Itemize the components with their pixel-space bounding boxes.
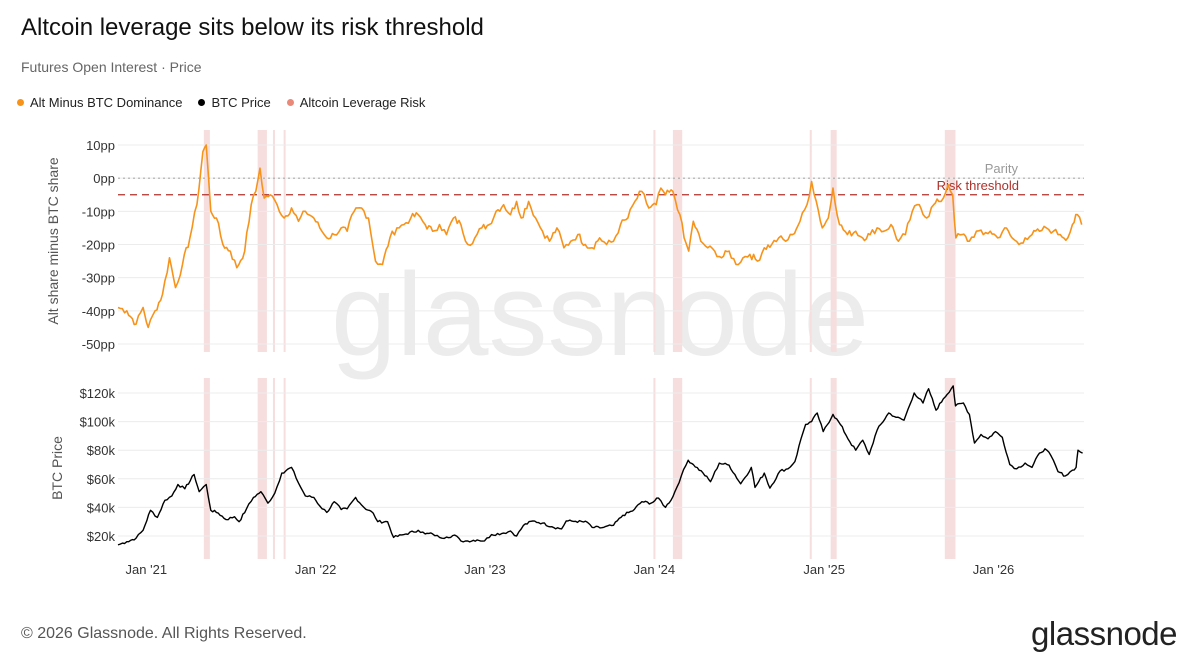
chart-title: Altcoin leverage sits below its risk thr… (21, 14, 484, 41)
y-tick-label: $100k (80, 415, 116, 430)
y-tick-label: -30pp (82, 271, 115, 286)
y-tick-label: $120k (80, 386, 116, 401)
risk-band (830, 378, 837, 559)
risk-band (272, 378, 275, 559)
y-tick-label: $80k (87, 443, 116, 458)
y-axis-title: BTC Price (49, 436, 65, 500)
legend-label: Alt Minus BTC Dominance (30, 95, 183, 110)
y-tick-label: $60k (87, 472, 116, 487)
risk-band (272, 130, 275, 352)
y-tick-label: -20pp (82, 238, 115, 253)
y-tick-label: -10pp (82, 204, 115, 219)
risk-band (653, 130, 656, 352)
y-tick-label: -40pp (82, 304, 115, 319)
legend-label: Altcoin Leverage Risk (299, 95, 426, 110)
legend-swatch-leverage-risk (286, 99, 294, 106)
reference-label: Parity (985, 161, 1019, 176)
risk-band (672, 378, 683, 559)
risk-band (809, 130, 812, 352)
risk-band (809, 378, 812, 559)
legend-swatch-btc-price (198, 99, 206, 106)
x-tick-label: Jan '25 (803, 562, 845, 577)
watermark: glassnode (331, 249, 869, 381)
copyright-footer: © 2026 Glassnode. All Rights Reserved. (21, 625, 307, 642)
y-tick-label: 0pp (93, 171, 115, 186)
legend-item-alt-dominance[interactable]: Alt Minus BTC Dominance (17, 95, 182, 110)
chart-subtitle: Futures Open Interest · Price (21, 59, 202, 75)
legend-label: BTC Price (211, 95, 271, 110)
risk-band (830, 130, 837, 352)
series-line-btc-price (117, 385, 1083, 546)
y-axis-title: Alt share minus BTC share (45, 157, 61, 324)
legend: Alt Minus BTC Dominance BTC Price Altcoi… (17, 95, 425, 110)
risk-band (283, 378, 286, 559)
series-line-alt-dominance (117, 144, 1083, 329)
x-tick-label: Jan '26 (973, 562, 1015, 577)
y-tick-label: $40k (87, 500, 116, 515)
risk-band (203, 130, 210, 352)
y-tick-label: $20k (87, 529, 116, 544)
legend-item-leverage-risk[interactable]: Altcoin Leverage Risk (286, 95, 426, 110)
x-tick-label: Jan '21 (126, 562, 168, 577)
risk-band (283, 130, 286, 352)
x-tick-label: Jan '24 (634, 562, 676, 577)
risk-band (944, 378, 956, 559)
risk-band (203, 378, 210, 559)
risk-band (257, 130, 267, 352)
risk-band (653, 378, 656, 559)
reference-label: Risk threshold (937, 178, 1019, 193)
legend-swatch-alt-dominance (17, 99, 24, 106)
legend-item-btc-price[interactable]: BTC Price (198, 95, 271, 110)
brand-logo: glassnode (1031, 615, 1177, 652)
risk-band (944, 130, 956, 352)
y-tick-label: -50pp (82, 337, 115, 352)
x-tick-label: Jan '22 (295, 562, 337, 577)
risk-band (257, 378, 267, 559)
y-tick-label: 10pp (86, 138, 115, 153)
risk-band (672, 130, 683, 352)
x-tick-label: Jan '23 (464, 562, 506, 577)
